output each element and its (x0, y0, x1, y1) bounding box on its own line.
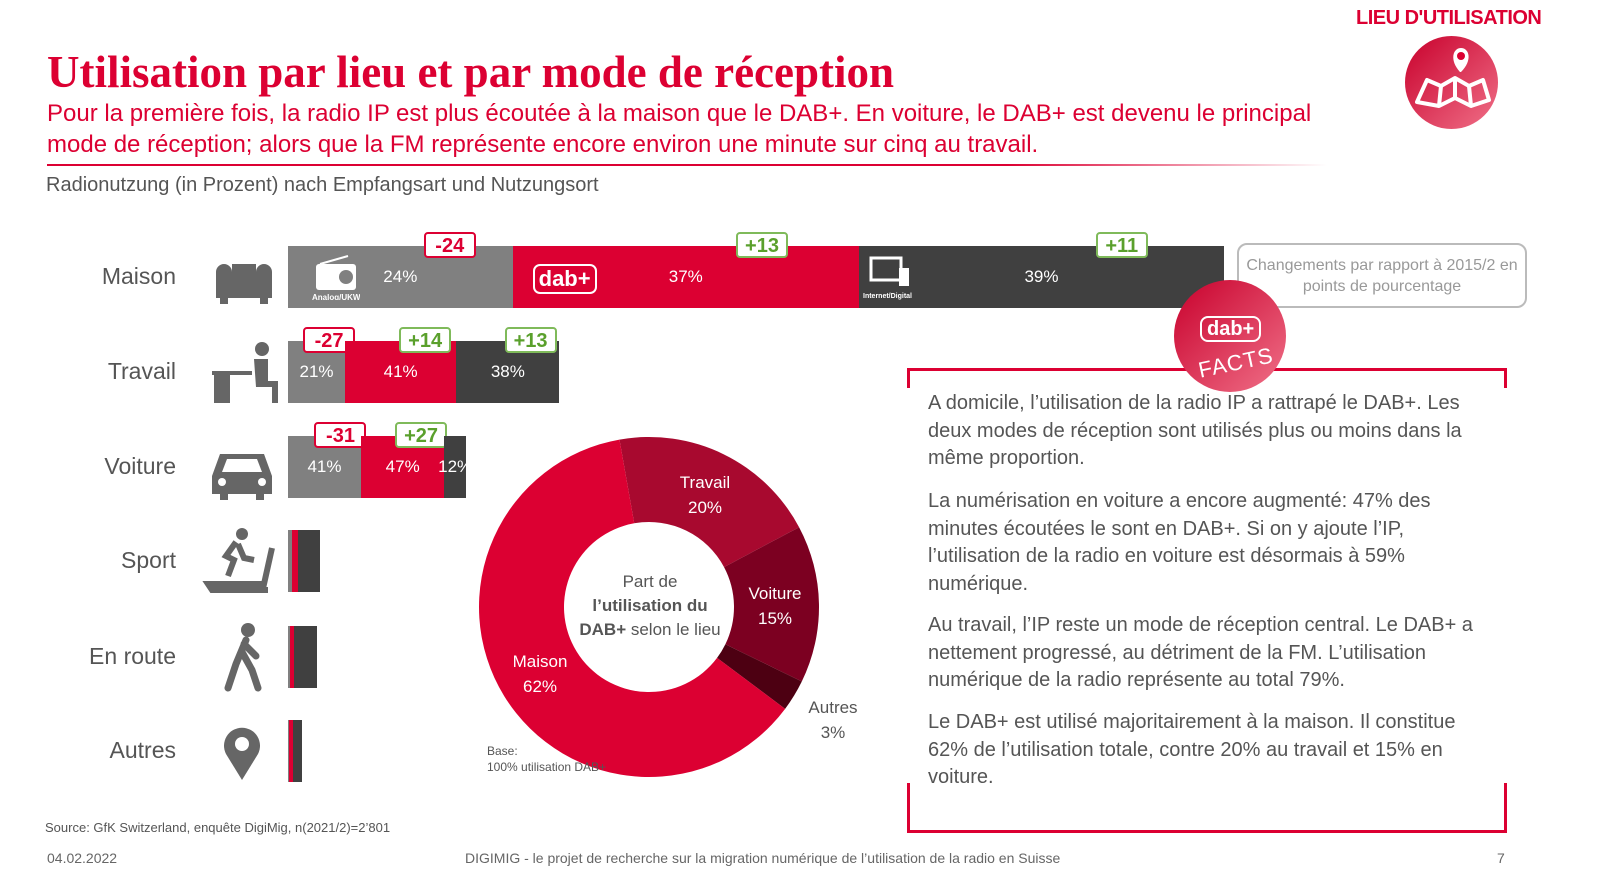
bar-value-label: 21% (299, 362, 334, 381)
car-icon (202, 432, 282, 502)
bar-segment-analog (288, 626, 291, 688)
donut-center-label: Part de l’utilisation du DAB+ selon le l… (550, 570, 750, 642)
radio-icon: Analog/UKW (300, 254, 361, 303)
bar-segment-dab (291, 530, 298, 592)
change-badge: -27 (303, 327, 356, 353)
slice-label-maison: Maison 62% (512, 652, 568, 696)
base-note: Base: 100% utilisation DAB+ (487, 744, 607, 774)
donut-chart: Part de l’utilisation du DAB+ selon le l… (470, 430, 858, 790)
facts-paragraph: Au travail, l’IP reste un mode de récept… (928, 614, 1473, 691)
bar-value-label: 41% (383, 362, 418, 381)
footer-project: DIGIMIG - le projet de recherche sur la … (465, 850, 1061, 866)
change-badge: -31 (314, 422, 367, 448)
change-badge: +11 (1095, 232, 1148, 258)
slice-label-travail: Travail 20% (679, 473, 731, 517)
row-label: Travail (107, 358, 176, 384)
bar-value-label: 41% (307, 457, 342, 476)
title-divider (47, 164, 1327, 166)
bar-segment-ip: 39% Internet/Digital (858, 246, 1224, 308)
footer-date: 04.02.2022 (47, 850, 118, 866)
sofa-icon (202, 242, 282, 312)
bar-value-label: 47% (385, 457, 420, 476)
center-line-3: selon le lieu (626, 620, 721, 639)
row-label: Voiture (104, 453, 176, 479)
facts-label: FACTS (1196, 342, 1276, 383)
donut-slice-maison (478, 439, 786, 777)
monitor-icon: Internet/Digital (863, 254, 923, 303)
facts-text-box: A domicile, l’utilisation de la radio IP… (906, 368, 1508, 833)
bar-segment-analog: 41% (288, 436, 361, 498)
change-badge: +13 (504, 327, 557, 353)
change-badge: +13 (735, 232, 788, 258)
row-label: En route (89, 643, 176, 669)
donut-slice-autres (717, 644, 802, 709)
stacked-bar-chart: Maison 24% Analog/UKW -24 37% dab+ +13 39% Inter… (89, 232, 1224, 786)
center-line-3-bold: DAB+ (579, 620, 627, 639)
row-label: Sport (121, 547, 176, 573)
facts-paragraph: Le DAB+ est utilisé majoritairement à la… (928, 711, 1456, 788)
change-legend-note: Changements par rapport à 2015/2 en poin… (1237, 243, 1527, 308)
slice-label-autres: Autres 3% (808, 698, 858, 742)
bar-segment-dab (290, 626, 295, 688)
change-badge: -24 (423, 232, 476, 258)
bar-segment-ip: 12% (438, 436, 472, 498)
bar-segment-ip (294, 626, 317, 688)
row-label: Maison (101, 263, 176, 289)
bar-value-label: 39% (1024, 267, 1059, 286)
desk-worker-icon (202, 337, 282, 407)
dab-logo-icon: dab+ (1200, 316, 1262, 342)
bar-value-label: 38% (490, 362, 525, 381)
donut-slice-voiture (724, 527, 819, 682)
bar-value-label: 24% (383, 267, 418, 286)
bar-segment-analog (288, 720, 289, 782)
section-label: LIEU D'UTILISATION (1356, 7, 1542, 29)
bar-segment-dab (288, 720, 294, 782)
change-badge: +14 (399, 327, 452, 353)
change-badge: +27 (395, 422, 448, 448)
walking-icon (202, 622, 282, 692)
bar-segment-ip (297, 530, 320, 592)
treadmill-icon (202, 526, 282, 596)
slice-label-voiture: Voiture 15% (748, 584, 802, 628)
svg-text:Analog/UKW: Analog/UKW (312, 293, 360, 300)
dab-logo-icon: dab+ (532, 264, 597, 294)
bar-segment-analog: 24% Analog/UKW (288, 246, 513, 308)
center-line-2: l’utilisation du (592, 596, 708, 615)
donut-slice-travail (619, 437, 800, 568)
dab-facts-badge: dab+ FACTS (1174, 280, 1286, 392)
center-line-1: Part de (622, 572, 678, 591)
chart-title: Radionutzung (in Prozent) nach Empfangsa… (46, 174, 599, 196)
svg-text:Internet/Digital: Internet/Digital (863, 293, 912, 300)
location-pin-icon (202, 716, 282, 786)
map-pin-icon (1405, 36, 1498, 129)
bar-value-label: 12% (438, 457, 473, 476)
bar-segment-ip (293, 720, 303, 782)
row-label: Autres (109, 737, 176, 763)
facts-paragraph: La numérisation en voiture a encore augm… (928, 490, 1431, 595)
page-number: 7 (1497, 850, 1505, 866)
page-subtitle: Pour la première fois, la radio IP est p… (47, 100, 1312, 158)
facts-paragraph: A domicile, l’utilisation de la radio IP… (928, 392, 1462, 469)
page-title: Utilisation par lieu et par mode de réce… (47, 47, 895, 97)
bar-segment-dab: 37% dab+ (512, 246, 859, 308)
source-note: Source: GfK Switzerland, enquête DigiMig… (45, 820, 391, 835)
bar-segment-analog (288, 530, 292, 592)
bar-value-label: 37% (668, 267, 703, 286)
